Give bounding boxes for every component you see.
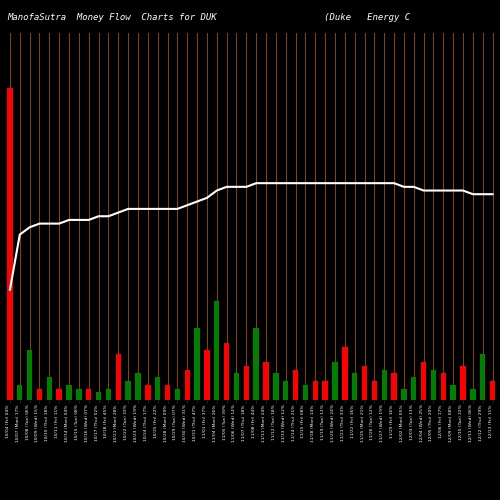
Bar: [362, 366, 367, 400]
Bar: [165, 385, 170, 400]
Bar: [440, 374, 446, 400]
Bar: [254, 328, 259, 400]
Text: ManofaSutra  Money Flow  Charts for DUK                    (Duke   Energy C: ManofaSutra Money Flow Charts for DUK (D…: [8, 12, 410, 22]
Bar: [234, 374, 239, 400]
Bar: [56, 388, 62, 400]
Bar: [264, 362, 268, 400]
Bar: [392, 374, 397, 400]
Bar: [401, 388, 406, 400]
Bar: [204, 350, 210, 400]
Bar: [224, 343, 230, 400]
Bar: [352, 374, 358, 400]
Bar: [126, 381, 131, 400]
Bar: [312, 381, 318, 400]
Bar: [145, 385, 150, 400]
Bar: [372, 381, 377, 400]
Bar: [490, 381, 496, 400]
Bar: [174, 388, 180, 400]
Bar: [431, 370, 436, 400]
Bar: [450, 385, 456, 400]
Bar: [184, 370, 190, 400]
Bar: [37, 388, 42, 400]
Bar: [17, 385, 22, 400]
Bar: [7, 88, 12, 400]
Bar: [46, 377, 52, 400]
Bar: [470, 388, 476, 400]
Bar: [116, 354, 121, 400]
Bar: [460, 366, 466, 400]
Bar: [244, 366, 249, 400]
Bar: [283, 381, 288, 400]
Bar: [421, 362, 426, 400]
Bar: [322, 381, 328, 400]
Bar: [106, 388, 111, 400]
Bar: [27, 350, 32, 400]
Bar: [214, 301, 220, 400]
Bar: [332, 362, 338, 400]
Bar: [293, 370, 298, 400]
Bar: [96, 392, 102, 400]
Bar: [382, 370, 387, 400]
Bar: [66, 385, 71, 400]
Bar: [273, 374, 278, 400]
Bar: [480, 354, 486, 400]
Bar: [194, 328, 200, 400]
Bar: [411, 377, 416, 400]
Bar: [76, 388, 82, 400]
Bar: [86, 388, 92, 400]
Bar: [136, 374, 140, 400]
Bar: [302, 385, 308, 400]
Bar: [155, 377, 160, 400]
Bar: [342, 346, 347, 400]
